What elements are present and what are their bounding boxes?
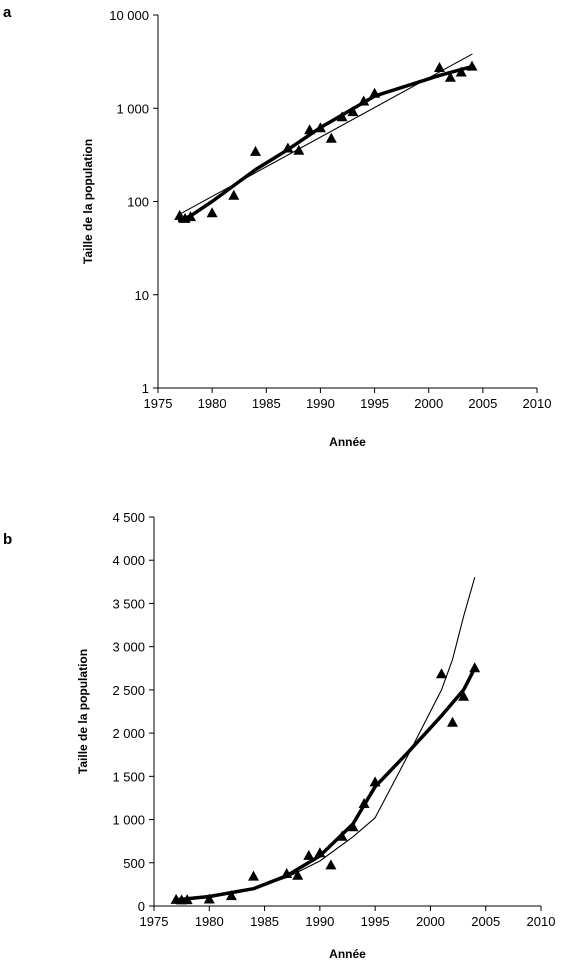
fit-curve-thin	[179, 53, 473, 215]
data-point-triangle	[303, 849, 315, 860]
x-tick-label: 1980	[198, 396, 227, 411]
data-point-triangle	[325, 132, 337, 143]
y-tick-label: 100	[127, 195, 149, 210]
x-tick-label: 1975	[144, 396, 173, 411]
data-point-triangle	[455, 66, 467, 77]
x-tick-label: 1985	[252, 396, 281, 411]
data-point-triangle	[325, 859, 337, 870]
y-tick-label: 2 000	[112, 726, 145, 741]
y-tick-label: 10 000	[109, 8, 149, 23]
data-point-triangle	[434, 62, 445, 72]
data-point-triangle	[336, 111, 348, 122]
chart-a: 1975 1980 1985 1990 1995 2000 2005 2010 1 10 100 1 …	[81, 8, 552, 449]
x-tick-label: 2010	[527, 914, 556, 929]
y-tick-label: 1	[142, 381, 149, 396]
y-tick-label: 4 500	[112, 510, 145, 525]
y-tick-label: 0	[138, 899, 145, 914]
fit-curve-thick	[177, 64, 474, 223]
x-axis-title: Année	[329, 947, 366, 961]
data-point-triangle	[469, 662, 481, 673]
data-point-triangle	[358, 798, 370, 808]
data-point-triangle	[248, 870, 259, 881]
data-point-triangle	[444, 71, 456, 82]
x-tick-label: 1985	[250, 914, 279, 929]
data-point-triangle	[347, 821, 359, 832]
data-point-triangle	[228, 189, 240, 200]
data-point-triangle	[458, 690, 470, 701]
data-point-triangle	[281, 868, 293, 878]
chart-b: 1975 1980 1985 1990 1995 2000 2005 2010 0 500 1 00…	[76, 510, 556, 961]
y-tick-label: 500	[123, 856, 145, 871]
data-point-triangle	[358, 95, 370, 106]
panel-label-b: b	[3, 531, 13, 548]
y-tick-label: 2 500	[112, 683, 145, 698]
data-point-triangle	[282, 142, 294, 153]
y-tick-label: 10	[135, 288, 149, 303]
data-point-triangle	[292, 869, 304, 880]
panel-label-a: a	[3, 4, 12, 21]
data-point-triangle	[436, 668, 447, 679]
x-tick-label: 2000	[416, 914, 445, 929]
y-tick-label: 1 000	[112, 813, 145, 828]
x-tick-label: 1995	[361, 914, 390, 929]
data-point-triangle	[225, 890, 237, 901]
y-tick-label: 1 000	[116, 101, 149, 116]
data-point-triangle	[185, 211, 196, 222]
y-tick-label: 1 500	[112, 769, 145, 784]
y-axis-title: Taille de la population	[76, 649, 90, 774]
fit-curve-thick	[174, 666, 477, 902]
data-point-triangle	[181, 894, 193, 905]
data-point-triangle	[314, 122, 326, 133]
y-tick-label: 3 500	[112, 596, 145, 611]
y-tick-label: 3 000	[112, 640, 145, 655]
x-tick-label: 1990	[306, 396, 335, 411]
x-tick-label: 2010	[523, 396, 552, 411]
x-tick-label: 2000	[414, 396, 443, 411]
data-point-triangle	[250, 145, 261, 156]
data-point-triangle	[314, 847, 326, 858]
x-tick-label: 2005	[468, 396, 497, 411]
data-point-triangle	[174, 209, 186, 220]
data-point-triangle	[336, 830, 348, 841]
data-point-triangle	[447, 716, 458, 727]
data-point-triangle	[369, 776, 381, 787]
x-tick-label: 1995	[360, 396, 389, 411]
data-point-triangle	[203, 893, 215, 904]
y-axis-title: Taille de la population	[81, 139, 95, 264]
x-tick-label: 1990	[305, 914, 334, 929]
fit-curve-thin	[175, 576, 476, 902]
data-point-triangle	[347, 106, 359, 117]
x-tick-label: 2005	[471, 914, 500, 929]
data-point-triangle	[369, 87, 381, 98]
x-axis-title: Année	[329, 435, 366, 449]
data-point-triangle	[206, 207, 218, 218]
y-tick-label: 4 000	[112, 553, 145, 568]
x-tick-label: 1980	[195, 914, 224, 929]
x-tick-label: 1975	[140, 914, 169, 929]
data-point-triangle	[304, 124, 316, 135]
data-point-triangle	[466, 60, 478, 71]
data-point-triangle	[293, 144, 305, 155]
